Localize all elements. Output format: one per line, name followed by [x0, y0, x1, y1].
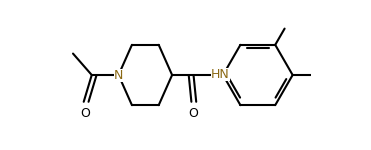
Text: N: N [114, 69, 123, 81]
Text: O: O [188, 107, 198, 120]
Text: O: O [80, 107, 90, 120]
Text: HN: HN [211, 68, 230, 81]
